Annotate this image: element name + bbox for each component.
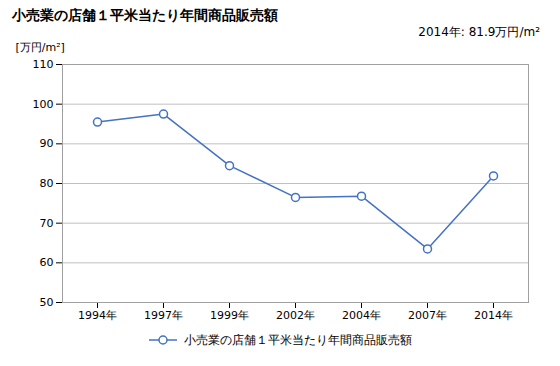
svg-text:90: 90 [40, 137, 54, 150]
html-text:小売業の店舗１平米当たり年間商品販売額: 小売業の店舗１平米当たり年間商品販売額 [184, 333, 412, 347]
svg-text:1994年: 1994年 [78, 309, 117, 322]
svg-text:70: 70 [40, 217, 54, 230]
svg-text:2014年: 2014年 [474, 309, 513, 322]
svg-text:2002年: 2002年 [276, 309, 315, 322]
svg-text:[万円/m²]: [万円/m²] [16, 41, 65, 54]
svg-text:60: 60 [40, 256, 54, 269]
svg-text:1997年: 1997年 [144, 309, 183, 322]
svg-text:50: 50 [40, 296, 54, 309]
svg-text:80: 80 [40, 177, 54, 190]
svg-text:2004年: 2004年 [342, 309, 381, 322]
svg-text:110: 110 [33, 58, 54, 71]
svg-text:1999年: 1999年 [210, 309, 249, 322]
html-text:小売業の店舗１平米当たり年間商品販売額: 小売業の店舗１平米当たり年間商品販売額 [12, 7, 278, 23]
html-text:2014年: 81.9万円/m²: 2014年: 81.9万円/m² [418, 25, 540, 39]
svg-text:2007年: 2007年 [408, 309, 447, 322]
svg-text:100: 100 [33, 98, 54, 111]
